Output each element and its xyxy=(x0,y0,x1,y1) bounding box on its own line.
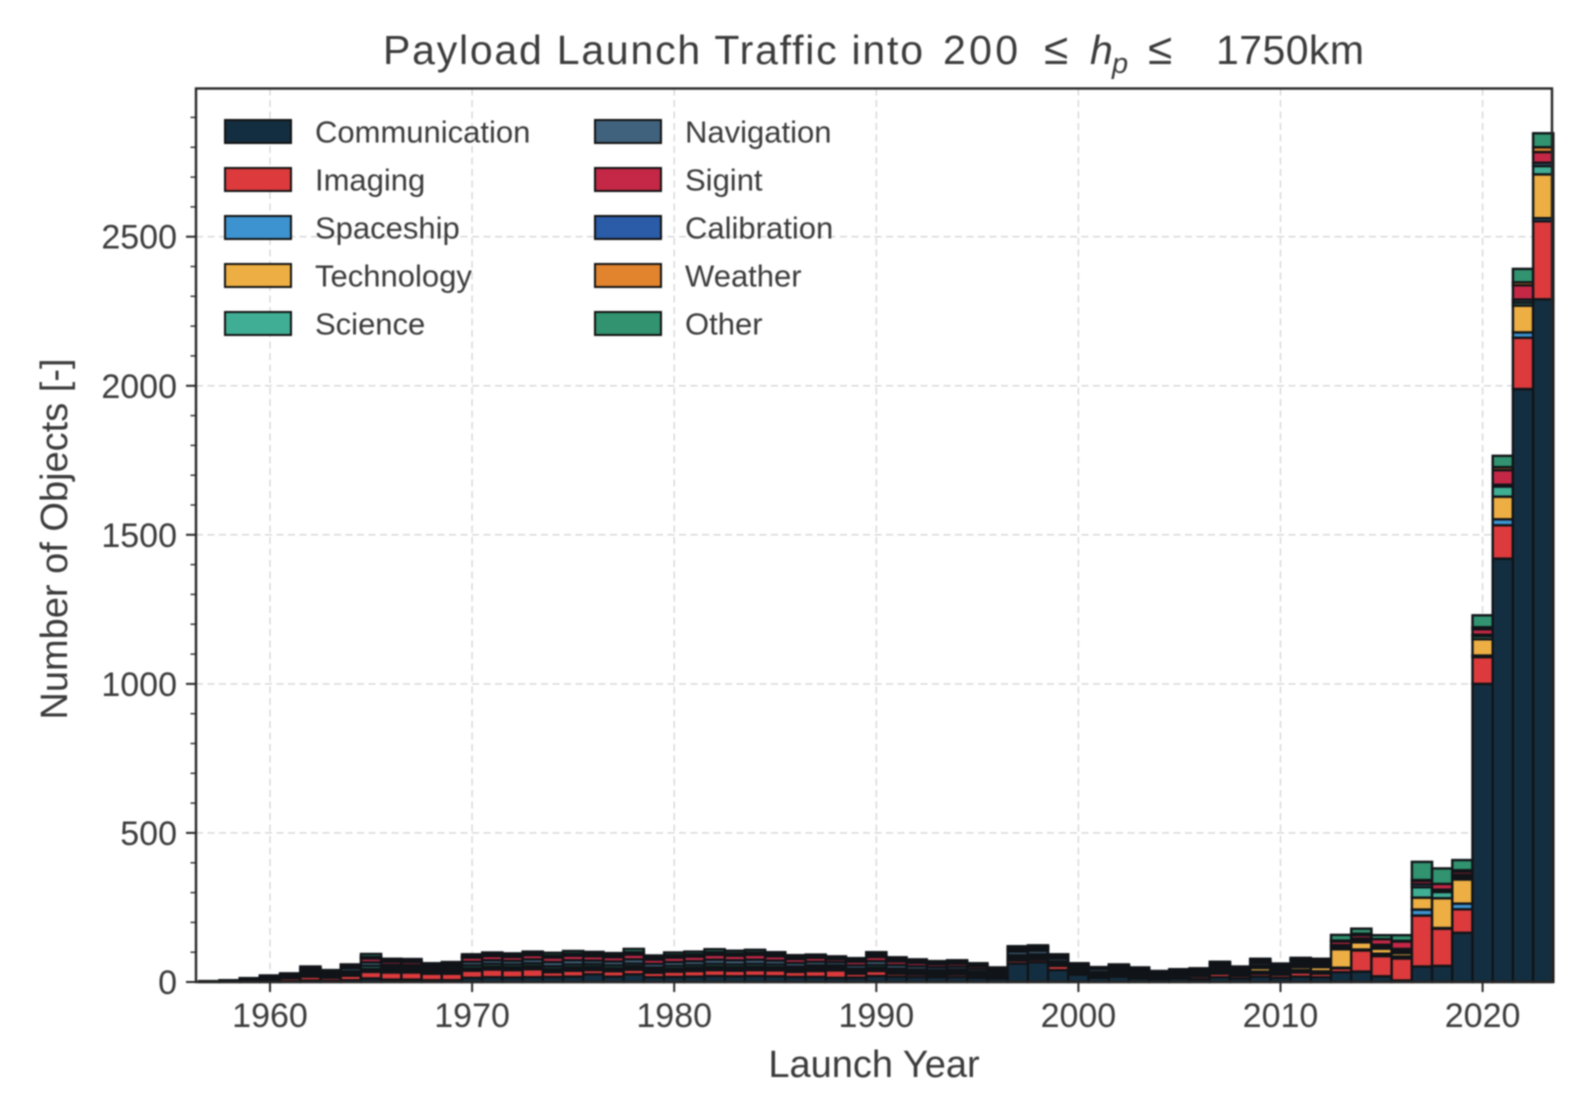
svg-text:2000: 2000 xyxy=(101,368,177,406)
svg-text:0: 0 xyxy=(158,964,177,1002)
svg-text:Science: Science xyxy=(315,307,425,342)
svg-text:Imaging: Imaging xyxy=(315,163,425,198)
svg-text:1970: 1970 xyxy=(434,997,510,1035)
svg-text:2500: 2500 xyxy=(101,219,177,257)
svg-text:h: h xyxy=(1090,27,1113,73)
svg-text:2010: 2010 xyxy=(1243,997,1319,1035)
svg-text:1750km: 1750km xyxy=(1216,27,1364,73)
svg-text:Other: Other xyxy=(685,307,763,342)
svg-text:1990: 1990 xyxy=(838,997,914,1035)
svg-text:1500: 1500 xyxy=(101,517,177,555)
svg-text:Calibration: Calibration xyxy=(685,211,833,246)
svg-text:Technology: Technology xyxy=(315,259,472,294)
svg-text:1000: 1000 xyxy=(101,666,177,704)
svg-text:2000: 2000 xyxy=(1041,997,1117,1035)
svg-text:Navigation: Navigation xyxy=(685,115,831,150)
svg-text:≤: ≤ xyxy=(1044,25,1068,74)
svg-text:Communication: Communication xyxy=(315,115,530,150)
svg-text:Payload Launch Traffic into: Payload Launch Traffic into xyxy=(383,27,923,73)
svg-text:Launch Year: Launch Year xyxy=(768,1044,980,1086)
svg-text:2020: 2020 xyxy=(1445,997,1521,1035)
svg-text:Spaceship: Spaceship xyxy=(315,211,460,246)
svg-text:Sigint: Sigint xyxy=(685,163,763,198)
svg-text:Weather: Weather xyxy=(685,259,802,294)
svg-text:p: p xyxy=(1111,48,1128,80)
svg-text:200: 200 xyxy=(943,27,1018,73)
svg-text:500: 500 xyxy=(120,815,177,853)
svg-text:1960: 1960 xyxy=(232,997,308,1035)
svg-text:1980: 1980 xyxy=(636,997,712,1035)
svg-text:Number of Objects [-]: Number of Objects [-] xyxy=(34,358,76,719)
svg-text:≤: ≤ xyxy=(1148,25,1172,74)
